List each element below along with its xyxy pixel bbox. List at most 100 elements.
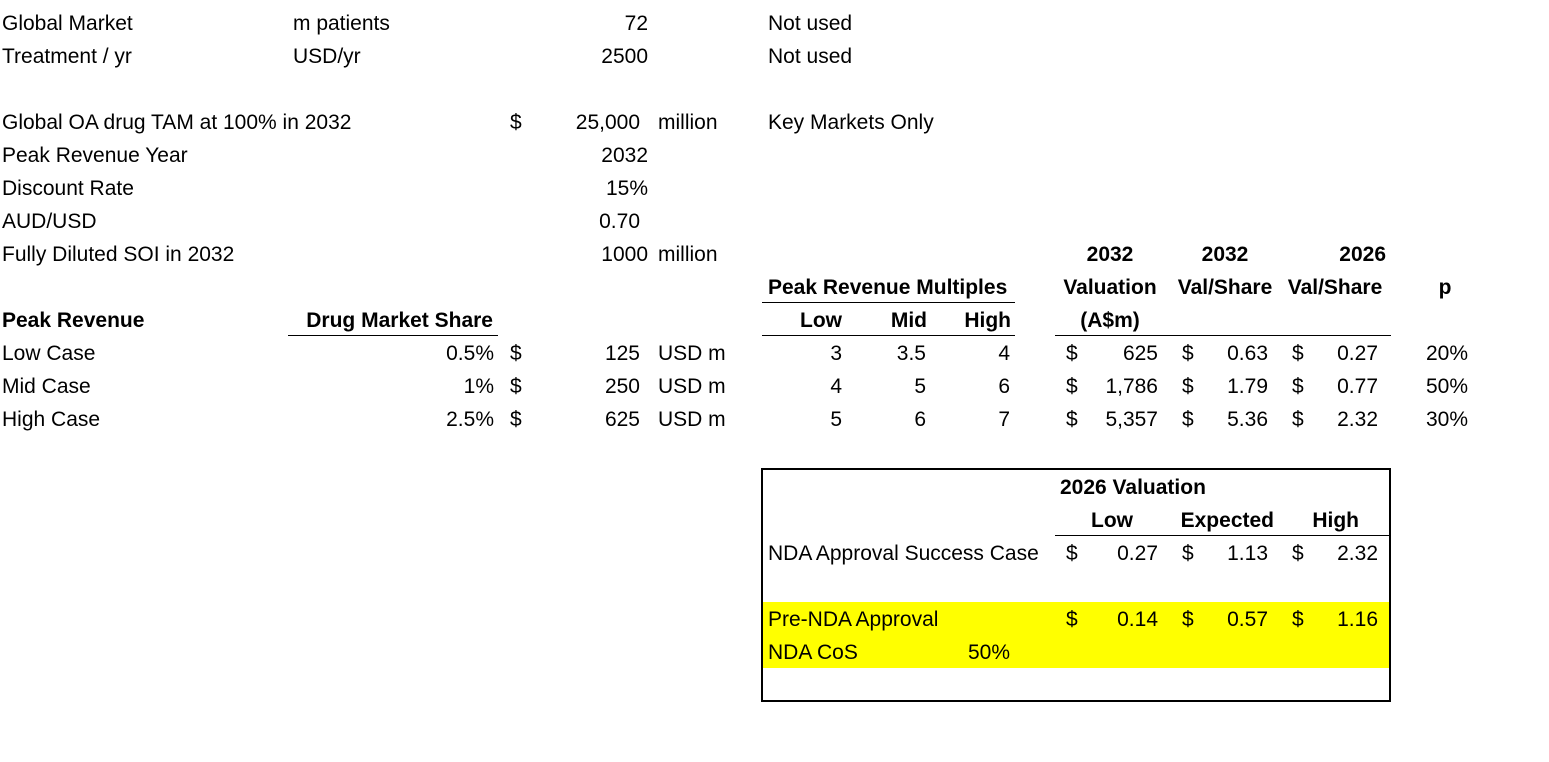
row-valuation: 1,786 bbox=[1105, 375, 1158, 398]
row-vps2026-currency: $ bbox=[1292, 408, 1304, 431]
row-vps2032-currency: $ bbox=[1182, 342, 1194, 365]
fx-label: AUD/USD bbox=[2, 210, 97, 233]
success-case-label: NDA Approval Success Case bbox=[768, 542, 1039, 565]
multiple-cols-underline bbox=[762, 335, 1015, 336]
vps2032-header-year: 2032 bbox=[1201, 243, 1249, 266]
valuation-box bbox=[761, 468, 1391, 702]
row-multiple-low: 3 bbox=[830, 342, 842, 365]
box-col-high: High bbox=[1312, 509, 1359, 532]
row-multiple-low: 4 bbox=[830, 375, 842, 398]
row-vps2026: 2.32 bbox=[1337, 408, 1378, 431]
multiples-header: Peak Revenue Multiples bbox=[768, 276, 1008, 299]
discount-rate-value: 15% bbox=[605, 177, 648, 200]
discount-rate-label: Discount Rate bbox=[2, 177, 134, 200]
global-market-note: Not used bbox=[768, 12, 853, 35]
row-currency: $ bbox=[510, 375, 522, 398]
valuation-box-title: 2026 Valuation bbox=[1060, 476, 1206, 499]
nda-cos-value: 50% bbox=[967, 641, 1010, 664]
val-cols-underline bbox=[1055, 335, 1391, 336]
treatment-value: 2500 bbox=[601, 45, 648, 68]
row-vps2026: 0.27 bbox=[1337, 342, 1378, 365]
multiple-col-mid: Mid bbox=[890, 309, 927, 332]
row-vps2032-currency: $ bbox=[1182, 375, 1194, 398]
row-vps2032: 0.63 bbox=[1227, 342, 1268, 365]
multiples-underline bbox=[762, 302, 1015, 303]
success-low-currency: $ bbox=[1066, 542, 1078, 565]
row-label: Low Case bbox=[2, 342, 96, 365]
row-multiple-mid: 6 bbox=[914, 408, 926, 431]
tam-unit: million bbox=[658, 111, 718, 134]
row-probability: 30% bbox=[1425, 408, 1468, 431]
share-underline bbox=[288, 335, 498, 336]
soi-value: 1000 bbox=[601, 243, 648, 266]
probability-header: p bbox=[1438, 276, 1452, 299]
row-multiple-low: 5 bbox=[830, 408, 842, 431]
row-multiple-high: 6 bbox=[998, 375, 1010, 398]
row-unit: USD m bbox=[658, 408, 726, 431]
row-unit: USD m bbox=[658, 375, 726, 398]
row-unit: USD m bbox=[658, 342, 726, 365]
global-market-label: Global Market bbox=[2, 12, 133, 35]
treatment-note: Not used bbox=[768, 45, 853, 68]
row-vps2026: 0.77 bbox=[1337, 375, 1378, 398]
row-valuation: 5,357 bbox=[1105, 408, 1158, 431]
treatment-unit: USD/yr bbox=[293, 45, 361, 68]
row-label: High Case bbox=[2, 408, 101, 431]
val-header-label: Valuation bbox=[1063, 276, 1157, 299]
fx-value: 0.70 bbox=[599, 210, 640, 233]
row-val-currency: $ bbox=[1066, 375, 1078, 398]
row-multiple-mid: 5 bbox=[914, 375, 926, 398]
treatment-label: Treatment / yr bbox=[2, 45, 132, 68]
row-multiple-high: 4 bbox=[998, 342, 1010, 365]
vps2026-header-label: Val/Share bbox=[1287, 276, 1383, 299]
soi-label: Fully Diluted SOI in 2032 bbox=[2, 243, 235, 266]
row-currency: $ bbox=[510, 342, 522, 365]
tam-note: Key Markets Only bbox=[768, 111, 934, 134]
box-col-expected: Expected bbox=[1180, 509, 1274, 532]
global-market-unit: m patients bbox=[293, 12, 390, 35]
success-high-value: 2.32 bbox=[1337, 542, 1378, 565]
pre-exp-currency: $ bbox=[1182, 608, 1194, 631]
row-probability: 50% bbox=[1425, 375, 1468, 398]
tam-value: 25,000 bbox=[575, 111, 640, 134]
multiple-col-low: Low bbox=[800, 309, 842, 332]
pre-high-value: 1.16 bbox=[1337, 608, 1378, 631]
share-header: Drug Market Share bbox=[306, 309, 493, 332]
row-revenue: 250 bbox=[604, 375, 640, 398]
global-market-value: 72 bbox=[624, 12, 648, 35]
row-revenue: 125 bbox=[604, 342, 640, 365]
tam-label: Global OA drug TAM at 100% in 2032 bbox=[2, 111, 352, 134]
soi-unit: million bbox=[658, 243, 718, 266]
success-exp-value: 1.13 bbox=[1227, 542, 1268, 565]
val-header-unit: (A$m) bbox=[1080, 309, 1140, 332]
pre-low-currency: $ bbox=[1066, 608, 1078, 631]
pre-low-value: 0.14 bbox=[1117, 608, 1158, 631]
multiple-col-high: High bbox=[964, 309, 1011, 332]
row-currency: $ bbox=[510, 408, 522, 431]
box-col-low: Low bbox=[1091, 509, 1133, 532]
nda-cos-label: NDA CoS bbox=[768, 641, 858, 664]
row-share: 2.5% bbox=[446, 408, 494, 431]
row-share: 0.5% bbox=[446, 342, 494, 365]
row-vps2032: 5.36 bbox=[1227, 408, 1268, 431]
row-val-currency: $ bbox=[1066, 408, 1078, 431]
pre-nda-label: Pre-NDA Approval bbox=[768, 608, 939, 631]
success-exp-currency: $ bbox=[1182, 542, 1194, 565]
success-high-currency: $ bbox=[1292, 542, 1304, 565]
row-vps2032: 1.79 bbox=[1227, 375, 1268, 398]
row-vps2026-currency: $ bbox=[1292, 342, 1304, 365]
pre-high-currency: $ bbox=[1292, 608, 1304, 631]
row-probability: 20% bbox=[1425, 342, 1468, 365]
box-cols-underline bbox=[1055, 535, 1391, 536]
row-vps2026-currency: $ bbox=[1292, 375, 1304, 398]
row-label: Mid Case bbox=[2, 375, 91, 398]
row-multiple-high: 7 bbox=[998, 408, 1010, 431]
success-low-value: 0.27 bbox=[1117, 542, 1158, 565]
vps2032-header-label: Val/Share bbox=[1177, 276, 1273, 299]
row-vps2032-currency: $ bbox=[1182, 408, 1194, 431]
val-header-year: 2032 bbox=[1086, 243, 1134, 266]
pre-exp-value: 0.57 bbox=[1227, 608, 1268, 631]
peak-year-label: Peak Revenue Year bbox=[2, 144, 188, 167]
row-revenue: 625 bbox=[604, 408, 640, 431]
pre-nda-highlight bbox=[763, 602, 1389, 668]
